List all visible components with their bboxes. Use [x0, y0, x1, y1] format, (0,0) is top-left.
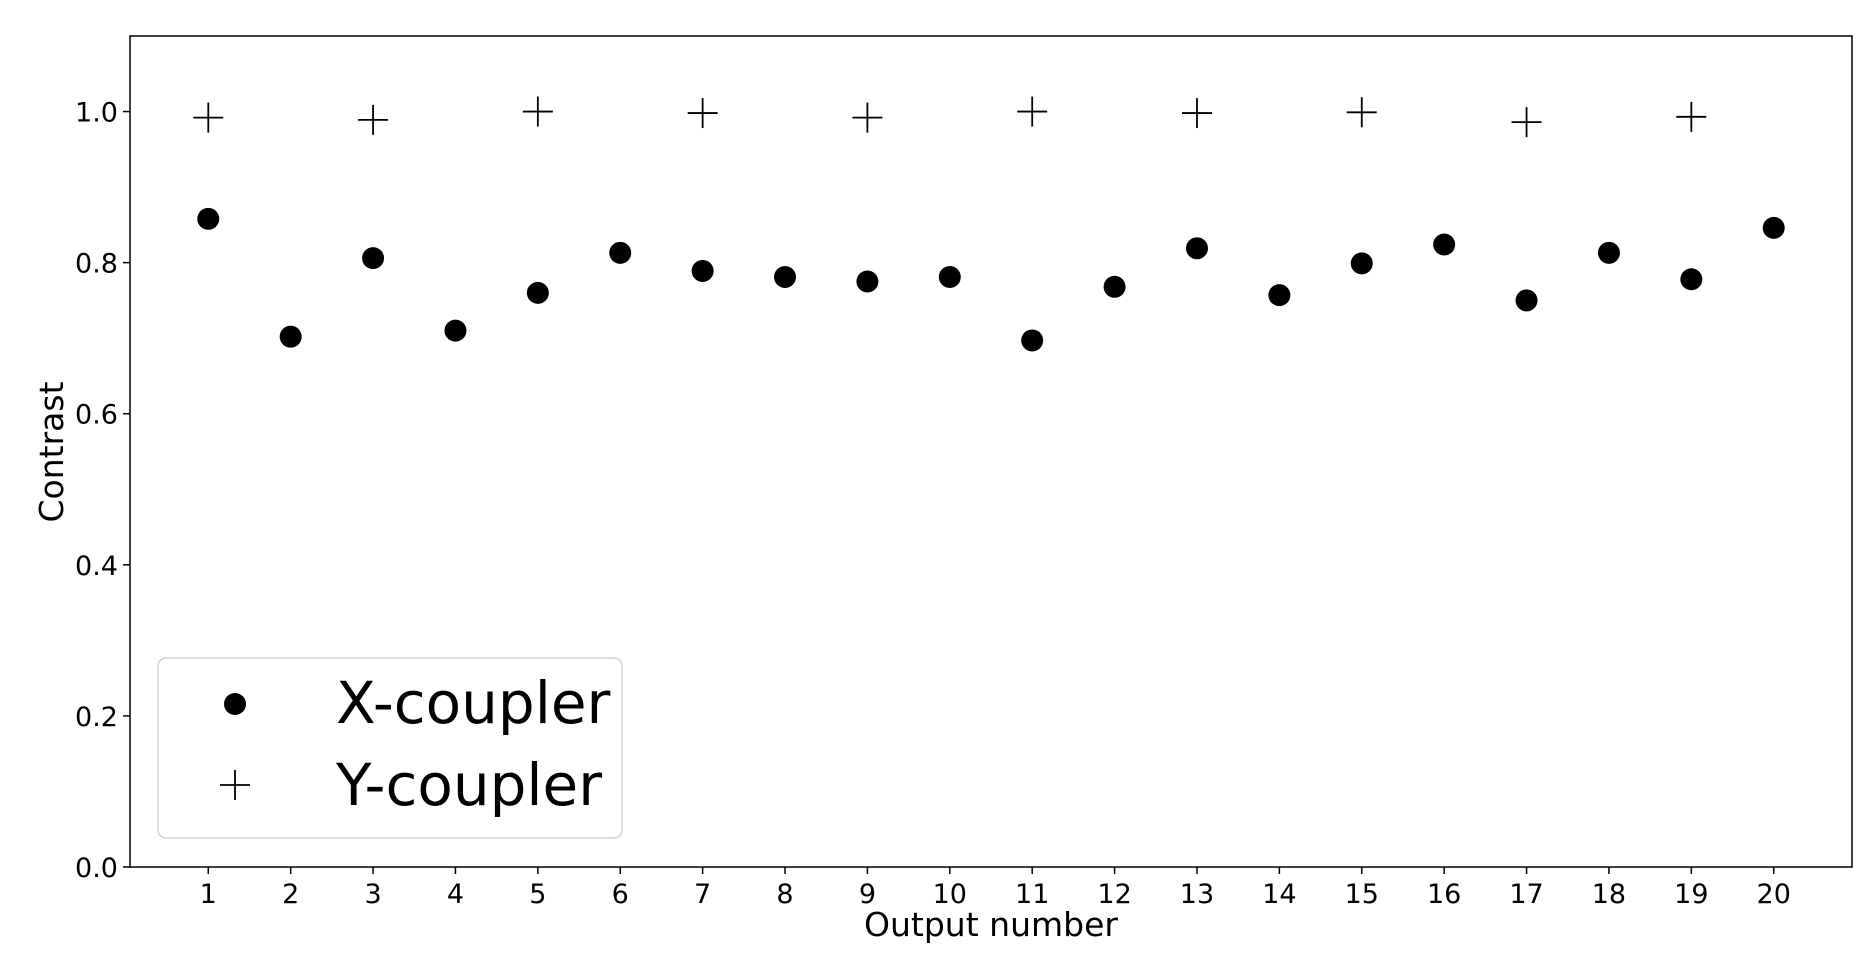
x-tick-label: 16: [1427, 879, 1461, 910]
point-x-coupler: [197, 207, 220, 230]
x-tick-label: 3: [364, 879, 381, 910]
x-tick-label: 1: [200, 879, 217, 910]
point-x-coupler: [1680, 268, 1703, 291]
point-y-coupler: [1511, 107, 1542, 138]
point-x-coupler: [691, 259, 714, 282]
point-x-coupler: [279, 325, 302, 348]
point-y-coupler: [522, 96, 553, 127]
x-axis-ticks: 1 2 3 4 5 6 7 8 9 10 11 12 13 14 15 16 17 18 19 20: [200, 867, 1791, 910]
point-x-coupler: [1021, 329, 1044, 352]
y-tick-label: 0.4: [75, 551, 118, 582]
x-tick-label: 12: [1097, 879, 1131, 910]
y-axis-title: Contrast: [32, 381, 71, 522]
legend-marker-y-coupler: [220, 770, 250, 800]
x-tick-label: 17: [1509, 879, 1543, 910]
y-axis-ticks: 0.0 0.2 0.4 0.6 0.8 1.0: [75, 98, 130, 884]
x-tick-label: 15: [1345, 879, 1379, 910]
point-y-coupler: [1346, 97, 1377, 128]
point-x-coupler: [362, 247, 385, 270]
legend-marker-x-coupler: [224, 693, 246, 715]
x-axis-title: Output number: [864, 905, 1118, 944]
y-tick-label: 0.0: [75, 853, 118, 884]
x-tick-label: 11: [1015, 879, 1049, 910]
point-y-coupler: [852, 102, 883, 133]
point-x-coupler: [1762, 216, 1785, 239]
x-tick-label: 9: [859, 879, 876, 910]
point-x-coupler: [1433, 233, 1456, 256]
y-tick-label: 0.8: [75, 249, 118, 280]
point-y-coupler: [358, 104, 389, 135]
point-x-coupler: [856, 270, 879, 293]
point-y-coupler: [1181, 98, 1212, 129]
x-tick-label: 5: [529, 879, 546, 910]
legend-label-x-coupler: X-coupler: [336, 669, 611, 737]
x-tick-label: 8: [776, 879, 793, 910]
x-tick-label: 18: [1592, 879, 1626, 910]
legend-frame: [157, 657, 623, 839]
y-tick-label: 0.2: [75, 702, 118, 733]
x-tick-label: 10: [933, 879, 967, 910]
y-tick-label: 0.6: [75, 400, 118, 431]
point-x-coupler: [444, 319, 467, 342]
x-tick-label: 19: [1674, 879, 1708, 910]
point-x-coupler: [1597, 241, 1620, 264]
point-y-coupler: [687, 98, 718, 129]
data-points: [193, 96, 1785, 352]
point-x-coupler: [1515, 289, 1538, 312]
x-tick-label: 13: [1180, 879, 1214, 910]
point-x-coupler: [938, 265, 961, 288]
legend: X-coupler Y-coupler: [157, 657, 623, 839]
legend-label-y-coupler: Y-coupler: [335, 751, 602, 819]
point-y-coupler: [1017, 96, 1048, 127]
point-x-coupler: [609, 241, 632, 264]
x-tick-label: 14: [1262, 879, 1296, 910]
point-x-coupler: [526, 281, 549, 304]
x-tick-label: 2: [282, 879, 299, 910]
point-x-coupler: [1103, 275, 1126, 298]
x-tick-label: 7: [694, 879, 711, 910]
x-tick-label: 4: [447, 879, 464, 910]
point-x-coupler: [1268, 284, 1291, 307]
point-y-coupler: [193, 102, 224, 133]
x-tick-label: 6: [612, 879, 629, 910]
x-tick-label: 20: [1757, 879, 1791, 910]
y-tick-label: 1.0: [75, 98, 118, 129]
point-y-coupler: [1676, 101, 1707, 132]
point-x-coupler: [1185, 237, 1208, 260]
point-x-coupler: [1350, 252, 1373, 275]
point-x-coupler: [774, 265, 797, 288]
